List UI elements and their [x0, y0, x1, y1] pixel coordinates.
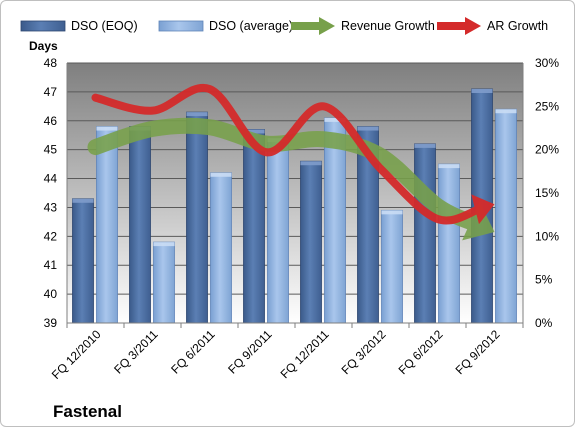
- y2-tick-label: 20%: [535, 143, 559, 157]
- bar: [438, 163, 460, 324]
- legend-item: Revenue Growth: [291, 17, 435, 35]
- bar: [414, 143, 436, 324]
- bar-top: [210, 172, 232, 177]
- series-arrowhead: [471, 194, 495, 225]
- y-axis-ticks: 39 40 41 42 43 44 45 46 47 48: [44, 56, 58, 330]
- bar-top: [153, 242, 175, 247]
- bar: [153, 241, 175, 324]
- bar-body: [267, 137, 289, 324]
- y2-tick-label: 15%: [535, 186, 559, 200]
- y-tick-label: 43: [44, 200, 58, 214]
- series-line-path: [91, 83, 487, 225]
- y-tick-label: 46: [44, 114, 58, 128]
- bar-body: [153, 241, 175, 324]
- bar-top: [414, 143, 436, 148]
- bar-top: [96, 126, 118, 131]
- bar-body: [129, 126, 151, 324]
- bar: [381, 209, 403, 324]
- bar: [129, 126, 151, 324]
- bar-top: [357, 126, 379, 131]
- growth-lines: [87, 83, 495, 241]
- bar-top: [438, 164, 460, 169]
- y-tick-label: 48: [44, 56, 58, 70]
- x-tick-label: FQ 9/2011: [225, 327, 275, 377]
- bar: [210, 172, 232, 324]
- bar-top: [300, 161, 322, 166]
- bar-body: [381, 209, 403, 324]
- legend-swatch: [158, 20, 204, 32]
- bar-body: [210, 172, 232, 324]
- legend-label: DSO (EOQ): [71, 19, 138, 33]
- y2-tick-label: 0%: [535, 316, 553, 330]
- x-tick-label: FQ 9/2012: [453, 327, 503, 377]
- x-tick-label: FQ 6/2012: [396, 327, 446, 377]
- y-tick-label: 44: [44, 172, 58, 186]
- x-tick-label: FQ 3/2012: [339, 327, 389, 377]
- bar-top: [72, 198, 94, 203]
- bar-body: [300, 160, 322, 324]
- legend: DSO (EOQ) DSO (average) Revenue Growth AR G…: [20, 17, 548, 35]
- bar: [324, 117, 346, 324]
- series-line: [91, 83, 495, 225]
- y-tick-label: 45: [44, 143, 58, 157]
- legend-label: DSO (average): [209, 19, 293, 33]
- bar-body: [414, 143, 436, 324]
- legend-item: DSO (EOQ): [20, 19, 138, 33]
- legend-arrow: [437, 17, 481, 35]
- x-tick-label: FQ 12/2011: [278, 327, 332, 381]
- legend-label: AR Growth: [487, 19, 548, 33]
- bar-top: [186, 112, 208, 117]
- bar: [495, 108, 517, 324]
- bar-body: [72, 198, 94, 324]
- legend-arrow: [291, 17, 335, 35]
- legend-item: DSO (average): [158, 19, 293, 33]
- bar: [267, 137, 289, 324]
- y2-tick-label: 5%: [535, 273, 553, 287]
- y-tick-label: 42: [44, 229, 58, 243]
- axes: [66, 63, 524, 328]
- bar: [72, 198, 94, 324]
- y-tick-label: 41: [44, 258, 58, 272]
- y-axis-title: Days: [29, 39, 58, 53]
- y-tick-label: 40: [44, 287, 58, 301]
- bar-top: [471, 89, 493, 93]
- bar: [96, 126, 118, 324]
- bar-body: [186, 111, 208, 324]
- company-label: Fastenal: [53, 402, 122, 421]
- x-tick-label: FQ 6/2011: [168, 327, 218, 377]
- x-tick-label: FQ 3/2011: [111, 327, 161, 377]
- bar-top: [243, 129, 265, 134]
- legend-label: Revenue Growth: [341, 19, 435, 33]
- legend-swatch: [20, 20, 66, 32]
- legend-item: AR Growth: [437, 17, 548, 35]
- series-line-path: [87, 117, 489, 234]
- y2-tick-label: 30%: [535, 56, 559, 70]
- bar-body: [495, 108, 517, 324]
- x-tick-label: FQ 12/2010: [49, 327, 104, 382]
- bar-body: [243, 129, 265, 324]
- x-axis-ticks: FQ 12/2010 FQ 3/2011 FQ 6/2011 FQ 9/2011 FQ …: [49, 327, 503, 382]
- bar: [300, 160, 322, 324]
- bar-body: [438, 163, 460, 324]
- bar: [186, 111, 208, 324]
- bar: [243, 129, 265, 324]
- y2-axis-ticks: 0% 5% 10% 15% 20% 25% 30%: [535, 56, 559, 330]
- bars: [72, 88, 517, 324]
- bar-top: [381, 210, 403, 215]
- y-tick-label: 39: [44, 316, 58, 330]
- bar-top: [324, 117, 346, 122]
- y-tick-label: 47: [44, 85, 58, 99]
- bar-body: [96, 126, 118, 324]
- y2-tick-label: 25%: [535, 99, 559, 113]
- y2-tick-label: 10%: [535, 229, 559, 243]
- bar-top: [495, 109, 517, 114]
